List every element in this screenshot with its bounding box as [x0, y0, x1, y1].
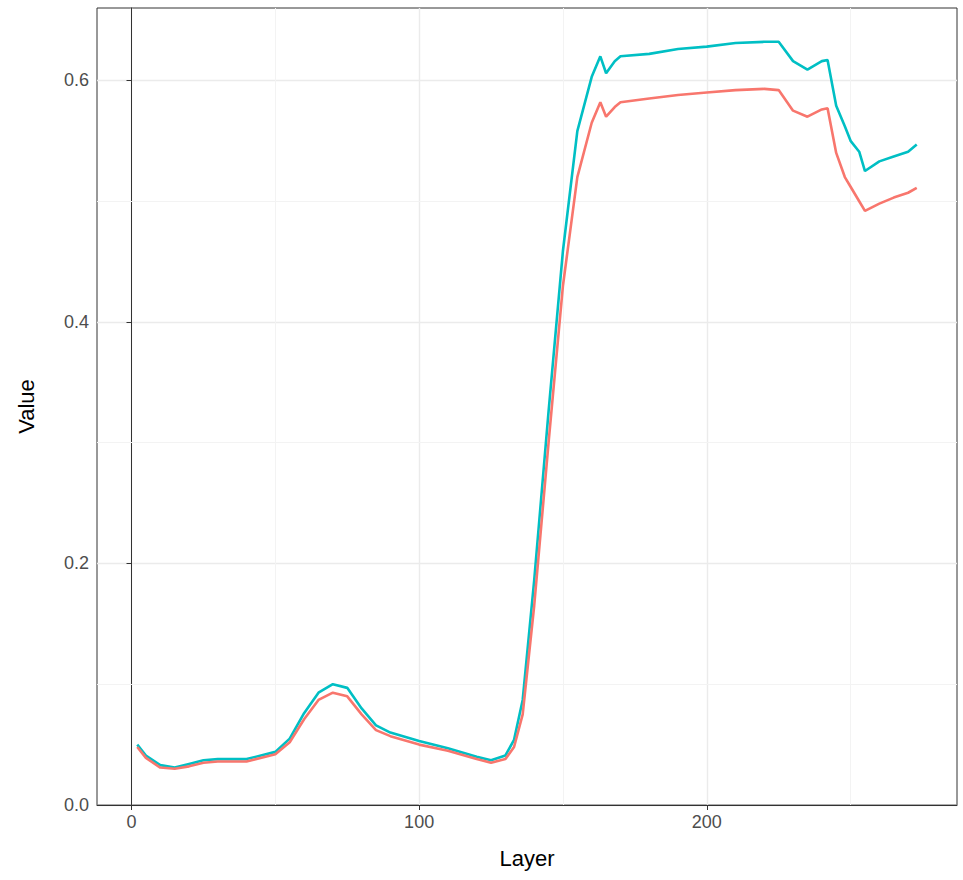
svg-text:200: 200: [692, 812, 722, 832]
svg-text:Value: Value: [14, 379, 39, 434]
svg-text:0.0: 0.0: [64, 795, 89, 815]
svg-text:0.4: 0.4: [64, 312, 89, 332]
svg-text:100: 100: [404, 812, 434, 832]
svg-text:Layer: Layer: [499, 846, 554, 871]
svg-text:0.2: 0.2: [64, 553, 89, 573]
svg-text:0.6: 0.6: [64, 70, 89, 90]
svg-text:0: 0: [127, 812, 137, 832]
